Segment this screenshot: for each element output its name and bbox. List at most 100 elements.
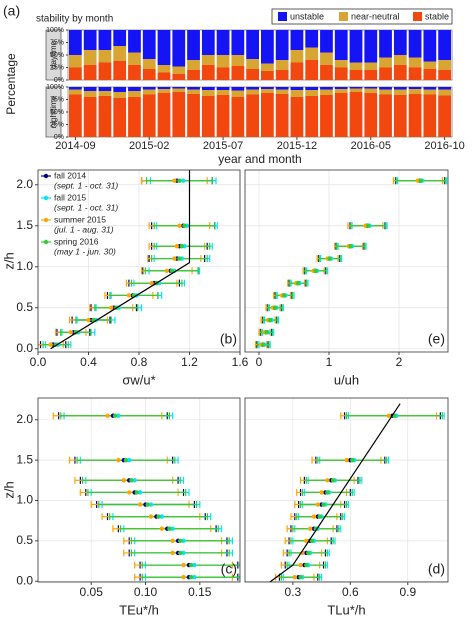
bar-segment (201, 87, 215, 90)
x-tick-label: 2016-05 (351, 140, 391, 152)
point (127, 490, 132, 495)
point (178, 538, 183, 544)
point (264, 330, 269, 335)
bar-segment (438, 30, 451, 60)
bar-segment (305, 47, 319, 60)
bar-segment (246, 87, 259, 90)
bar-segment (113, 98, 127, 137)
y-tick-label: 100% (46, 84, 64, 91)
y-tick-label: 50% (50, 52, 64, 59)
bar-segment (364, 87, 378, 89)
bar-segment (379, 89, 392, 95)
panel-label: (d) (428, 561, 445, 577)
point (188, 574, 194, 580)
x-tick-label: 2014-09 (55, 140, 95, 152)
point (126, 293, 132, 298)
point (137, 490, 143, 495)
bar-segment (290, 50, 304, 63)
y-tick-label: 1.0 (16, 259, 33, 273)
bar-segment (349, 30, 363, 63)
panel-border (244, 169, 449, 353)
bar-segment (98, 87, 112, 91)
legend-marker (43, 217, 49, 223)
panel-border (37, 169, 241, 353)
bar-segment (69, 30, 82, 55)
point (167, 526, 172, 531)
bar-segment (187, 30, 200, 60)
bar-segment (216, 87, 230, 90)
bar-segment (83, 30, 97, 50)
bar-segment (275, 70, 289, 80)
point (309, 538, 315, 544)
bar-segment (187, 94, 200, 137)
point (366, 223, 371, 228)
point (272, 305, 278, 310)
bar-segment (201, 96, 215, 137)
x-tick-label: 0 (256, 355, 263, 369)
point (172, 256, 177, 261)
bar-segment (98, 96, 112, 137)
bar-segment (231, 87, 245, 91)
point (307, 526, 313, 531)
point (172, 178, 177, 183)
y-tick-label: 75% (50, 96, 64, 103)
point (68, 330, 74, 335)
bar-segment (98, 62, 112, 80)
point (386, 413, 391, 418)
legend-label: summer 2015 (54, 214, 106, 224)
bar-segment (128, 52, 141, 65)
bar-segment (261, 71, 274, 80)
legend-label: near-neutral (351, 11, 400, 21)
bar-segment (423, 94, 437, 137)
bar-segment (83, 87, 97, 91)
point (156, 514, 161, 519)
bar-segment (83, 50, 97, 65)
point (350, 457, 355, 463)
y-tick-label: 2.0 (16, 177, 33, 191)
y-tick-label: 0.0 (16, 573, 33, 587)
bar-segment (128, 91, 141, 97)
bar-segment (261, 30, 274, 64)
facet-strip (45, 86, 62, 138)
bar-segment (438, 95, 451, 137)
point (145, 502, 150, 507)
bar-segment (379, 30, 392, 58)
bar-segment (172, 87, 186, 89)
point (317, 514, 322, 519)
point (181, 538, 186, 544)
bar-segment (187, 70, 200, 80)
bar-segment (231, 97, 245, 137)
model-line (50, 170, 191, 350)
bar-segment (290, 62, 304, 80)
legend-label: fall 2015 (54, 192, 86, 202)
plot-area (254, 177, 448, 349)
bar-segment (349, 70, 363, 80)
bar-segment (187, 60, 200, 70)
legend-label: spring 2016 (54, 236, 99, 246)
bar-segment (201, 65, 215, 80)
point (181, 562, 186, 568)
bar-segment (172, 74, 186, 80)
point (129, 478, 134, 483)
bar-segment (113, 92, 127, 98)
y-tick-label: 50% (50, 109, 64, 116)
bar-segment (334, 93, 348, 137)
bar-segment (216, 95, 230, 137)
bar-segment (334, 89, 348, 93)
panel-label: (c) (221, 561, 237, 577)
panel-background (38, 398, 240, 582)
bar-segment (142, 87, 156, 90)
point (188, 562, 194, 568)
point (48, 342, 53, 347)
point (177, 223, 182, 228)
x-tick-label: 0.3 (285, 585, 302, 599)
plot-area (52, 412, 240, 581)
bar-segment (334, 60, 348, 68)
x-axis-label: u/uh (334, 372, 359, 387)
bar-segment (157, 30, 171, 65)
legend-note: (sept. 1 - oct. 31) (54, 202, 118, 212)
y-tick-label: 1.5 (16, 218, 33, 232)
legend-marker (43, 239, 49, 245)
bar-segment (438, 60, 451, 70)
y-tick-label: 0.0 (16, 341, 33, 355)
